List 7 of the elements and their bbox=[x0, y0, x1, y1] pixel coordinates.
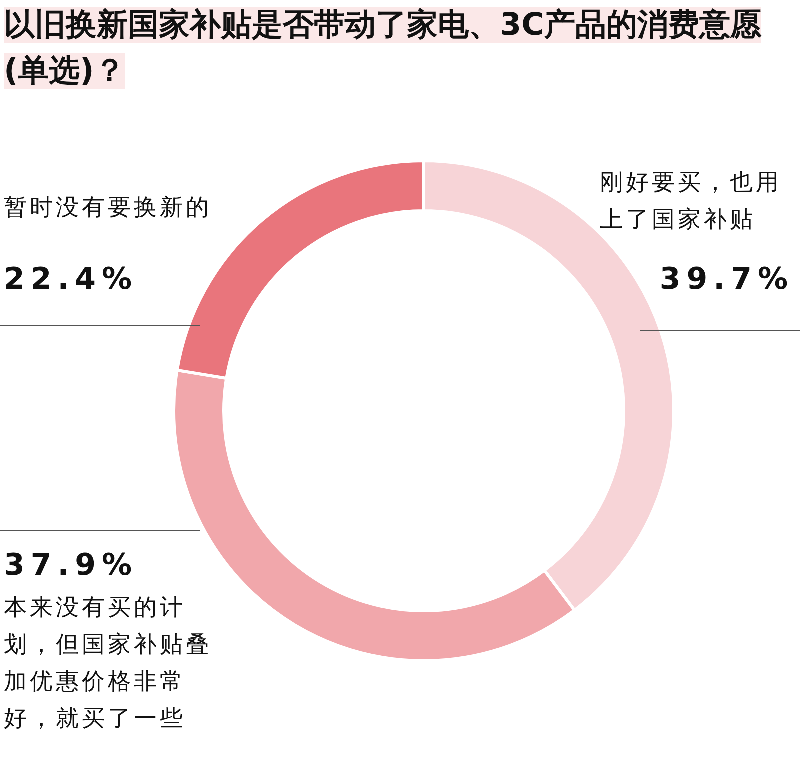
slice-label: 本来没有买的计划，但国家补贴叠加优惠价格非常好，就买了一些 bbox=[4, 594, 213, 734]
slice-label: 刚好要买，也用上了国家补贴 bbox=[600, 169, 783, 235]
slice-label: 暂时没有要换新的 bbox=[4, 194, 213, 223]
chart-title: 以旧换新国家补贴是否带动了家电、3C产品的消费意愿(单选)？ bbox=[4, 7, 762, 89]
data-label: 37.9% bbox=[4, 548, 138, 583]
data-label: 22.4% bbox=[4, 262, 138, 297]
data-label: 39.7% bbox=[660, 262, 794, 297]
